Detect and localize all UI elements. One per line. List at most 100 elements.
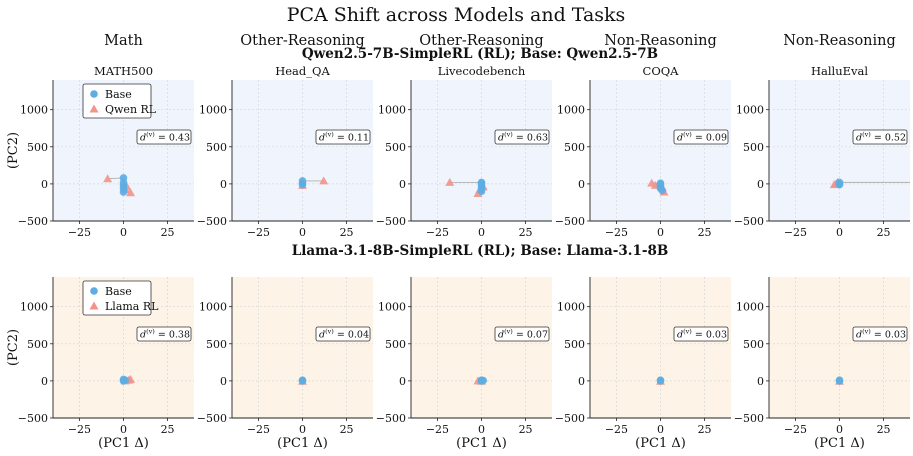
x-tick-label: −25 (605, 423, 628, 436)
x-tick-label: −25 (784, 226, 807, 239)
x-tick-label: −25 (426, 226, 449, 239)
y-tick-label: 1000 (378, 301, 406, 314)
y-tick-label: 0 (41, 375, 48, 388)
d-annotation: d(v) = 0.43 (136, 129, 192, 145)
panel-0-2: −500 0 500 1000 −25 0 25 d(v) = 0.63 (376, 80, 552, 239)
y-tick-label: −500 (18, 412, 48, 425)
d-annotation: d(v) = 0.04 (315, 326, 371, 342)
d-annotation: d(v) = 0.09 (673, 129, 729, 145)
y-tick-label: 0 (757, 375, 764, 388)
legend-box (82, 83, 152, 119)
panel-1-4: −500 0 500 1000 −25 0 25 d(v) = 0.03 (PC1 Δ) (734, 277, 910, 451)
d-annotation: d(v) = 0.63 (494, 129, 550, 145)
rl-point (473, 189, 483, 198)
d-annotation-box (494, 129, 550, 145)
x-tick-label: 25 (340, 423, 354, 436)
figure-title: PCA Shift across Models and Tasks (287, 4, 626, 26)
d-annotation-label: d(v) = 0.03 (677, 328, 727, 341)
panel-0-1: −500 0 500 1000 −25 0 25 d(v) = 0.11 (197, 80, 373, 239)
x-tick-label: 0 (120, 423, 127, 436)
d-annotation-box (852, 326, 908, 342)
y-tick-label: 500 (206, 338, 227, 351)
x-tick-label: −25 (784, 423, 807, 436)
y-tick-label: 1000 (557, 301, 585, 314)
x-tick-label: 0 (836, 226, 843, 239)
x-tick-label: 0 (299, 423, 306, 436)
d-annotation: d(v) = 0.38 (136, 326, 192, 342)
x-tick-label: −25 (247, 423, 270, 436)
y-tick-label: 500 (564, 338, 585, 351)
y-tick-label: 500 (385, 338, 406, 351)
base-point (477, 187, 486, 196)
y-tick-label: 500 (27, 338, 48, 351)
panel-0-0: −500 0 500 1000 −25 0 25 d(v) = 0.43 Base Qwen RL (18, 80, 194, 239)
x-tick-label: −25 (68, 423, 91, 436)
y-tick-label: −500 (734, 215, 764, 228)
y-tick-label: 1000 (736, 104, 764, 117)
d-annotation: d(v) = 0.52 (852, 129, 908, 145)
y-tick-label: 500 (27, 141, 48, 154)
d-annotation-box (136, 129, 192, 145)
y-tick-label: 0 (757, 178, 764, 191)
base-point (835, 180, 844, 189)
panel-task-title-4: COQA (643, 64, 680, 78)
panel-1-0: −500 0 500 1000 −25 0 25 d(v) = 0.38 Base Llama R… (18, 277, 194, 451)
d-annotation: d(v) = 0.03 (673, 326, 729, 342)
d-annotation-label: d(v) = 0.63 (498, 131, 548, 144)
legend-base-label: Base (105, 88, 132, 101)
legend-rl-marker (89, 301, 99, 310)
x-tick-label: 25 (519, 226, 533, 239)
y-axis-label-row-2: (PC2) (6, 329, 21, 366)
rl-point (103, 174, 113, 183)
y-tick-label: 500 (206, 141, 227, 154)
base-point (658, 186, 667, 195)
x-tick-label: 25 (698, 423, 712, 436)
y-tick-label: 0 (578, 375, 585, 388)
y-axis-labels: (PC2) (PC2) (6, 132, 21, 366)
row-1-subtitle: Qwen2.5-7B-SimpleRL (RL); Base: Qwen2.5-… (302, 46, 658, 62)
d-annotation-box (852, 129, 908, 145)
base-point (835, 377, 844, 385)
y-tick-label: 0 (578, 178, 585, 191)
base-point (656, 377, 665, 385)
column-category-5: Non-Reasoning (783, 33, 896, 49)
legend-row-1: Base Qwen RL (82, 83, 157, 119)
column-category-1: Math (104, 33, 143, 49)
y-tick-label: 1000 (20, 104, 48, 117)
base-point (479, 376, 488, 385)
column-headers: Math MATH500 Other-Reasoning Head_QA Other-R… (94, 33, 896, 78)
x-tick-label: 25 (698, 226, 712, 239)
y-tick-label: 1000 (378, 104, 406, 117)
panels: −500 0 500 1000 −25 0 25 d(v) = 0.43 Base Qwen RL… (18, 80, 910, 451)
row-2-subtitle: Llama-3.1-8B-SimpleRL (RL); Base: Llama-… (292, 243, 669, 259)
legend-box (82, 280, 152, 316)
d-annotation-label: d(v) = 0.52 (856, 131, 906, 144)
d-annotation-box (136, 326, 192, 342)
base-point (477, 179, 486, 188)
y-tick-label: 500 (743, 338, 764, 351)
panel-task-title-1: MATH500 (94, 64, 153, 78)
x-tick-label: 0 (478, 226, 485, 239)
y-tick-label: 0 (220, 178, 227, 191)
panel-task-title-5: HalluEval (811, 64, 868, 78)
d-annotation-label: d(v) = 0.04 (319, 328, 369, 341)
base-point (298, 377, 307, 385)
base-point (656, 180, 665, 189)
legend-rl-marker (89, 104, 99, 113)
y-tick-label: 0 (399, 375, 406, 388)
legend-rl-label: Llama RL (105, 300, 159, 313)
base-point (119, 188, 128, 196)
d-annotation-box (315, 129, 371, 145)
x-tick-label: 0 (836, 423, 843, 436)
y-axis-label-row-1: (PC2) (6, 132, 21, 169)
x-tick-label: 0 (299, 226, 306, 239)
rl-point (126, 188, 136, 197)
x-axis-label: (PC1 Δ) (814, 436, 865, 451)
y-tick-label: 0 (399, 178, 406, 191)
column-category-2: Other-Reasoning (240, 33, 364, 49)
x-tick-label: 0 (120, 226, 127, 239)
y-tick-label: −500 (376, 215, 406, 228)
y-tick-label: −500 (555, 412, 585, 425)
legend-row-2: Base Llama RL (82, 280, 159, 316)
